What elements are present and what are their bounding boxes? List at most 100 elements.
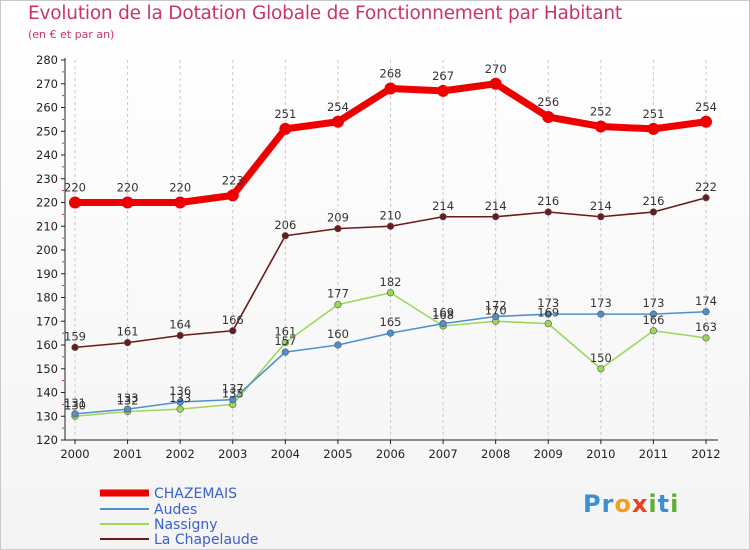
data-point	[437, 84, 450, 97]
data-point	[544, 208, 552, 216]
data-point	[174, 196, 187, 209]
data-label: 252	[590, 105, 612, 119]
series-group	[69, 77, 712, 420]
data-label: 166	[222, 313, 244, 327]
data-point	[71, 343, 79, 351]
x-tick-label: 2005	[323, 447, 352, 461]
data-label: 214	[432, 199, 454, 213]
y-tick-label: 170	[36, 314, 58, 328]
data-point	[334, 341, 342, 349]
x-tick-label: 2001	[113, 447, 142, 461]
data-point	[176, 331, 184, 340]
data-label: 137	[222, 382, 244, 396]
data-label: 214	[485, 199, 507, 213]
data-label: 133	[117, 391, 139, 405]
x-tick-label: 2009	[534, 447, 563, 461]
x-tick-label: 2006	[376, 447, 405, 461]
data-point	[594, 120, 607, 133]
x-tick-label: 2010	[586, 447, 615, 461]
data-label: 157	[274, 334, 296, 348]
x-tick-label: 2002	[166, 447, 195, 461]
y-tick-label: 230	[36, 172, 58, 186]
x-tick-label: 2011	[639, 447, 668, 461]
data-point	[279, 122, 292, 135]
data-label: 214	[590, 199, 612, 213]
y-tick-label: 240	[36, 148, 58, 162]
y-tick-label: 140	[36, 386, 58, 400]
data-point	[71, 410, 79, 418]
data-label: 182	[380, 275, 402, 289]
data-label: 135	[222, 386, 244, 400]
data-label: 166	[642, 313, 664, 327]
data-point	[492, 312, 500, 321]
data-point	[702, 308, 710, 316]
data-point	[384, 82, 397, 95]
data-label: 267	[432, 69, 454, 83]
data-label: 136	[169, 384, 191, 398]
data-label: 206	[274, 218, 296, 232]
data-point	[69, 196, 81, 209]
data-point	[439, 320, 447, 328]
y-tick-label: 190	[36, 267, 58, 281]
data-label: 254	[327, 100, 349, 114]
data-label: 150	[590, 351, 612, 365]
data-point	[544, 310, 552, 318]
data-label: 170	[485, 303, 507, 317]
data-label: 169	[432, 306, 454, 320]
y-axis-ticks: 120 130 140 150 160 170 180 190 200 210 220 230 240 2…	[36, 53, 65, 447]
data-label: 251	[274, 107, 296, 121]
legend-label: CHAZEMAIS	[154, 486, 237, 502]
chart-title: Evolution de la Dotation Globale de Fonc…	[28, 3, 622, 24]
data-label: 159	[64, 329, 86, 343]
data-point	[229, 327, 237, 335]
y-tick-label: 120	[36, 433, 58, 447]
x-tick-label: 2003	[218, 447, 247, 461]
data-point	[334, 301, 342, 309]
data-point	[386, 329, 395, 337]
data-point	[700, 115, 712, 128]
data-label: 130	[64, 398, 86, 412]
x-tick-label: 2012	[691, 447, 720, 461]
data-label: 165	[380, 315, 402, 329]
data-point	[597, 365, 605, 373]
y-tick-label: 280	[36, 53, 58, 67]
y-tick-label: 160	[36, 338, 58, 352]
y-tick-label: 210	[36, 219, 58, 233]
y-tick-label: 130	[36, 409, 58, 423]
data-point	[649, 327, 658, 335]
data-label: 172	[485, 299, 507, 313]
data-point	[229, 396, 237, 404]
data-point	[597, 213, 605, 221]
data-label: 174	[695, 294, 717, 308]
data-point	[121, 196, 134, 209]
data-label: 161	[117, 325, 139, 339]
legend-label: Nassigny	[154, 517, 218, 533]
data-label: 220	[169, 181, 191, 195]
y-tick-label: 250	[36, 124, 58, 138]
data-point	[123, 405, 132, 413]
x-axis-ticks: 2000 2001 2002 2003 2004 2005 2006 2007 2008 2009…	[60, 440, 721, 461]
data-point	[702, 334, 710, 342]
data-label: 160	[327, 327, 349, 341]
data-point	[649, 310, 658, 318]
data-label: 254	[695, 100, 717, 114]
data-label: 169	[537, 306, 559, 320]
legend-label: Audes	[154, 502, 197, 518]
data-point	[176, 405, 184, 413]
data-label: 173	[590, 296, 612, 310]
data-label: 173	[537, 296, 559, 310]
data-point	[439, 213, 447, 221]
data-point	[386, 222, 395, 230]
data-point	[492, 213, 500, 221]
data-label: 220	[64, 181, 86, 195]
y-tick-label: 150	[36, 362, 58, 376]
y-tick-label: 180	[36, 291, 58, 305]
data-label: 132	[117, 394, 139, 408]
y-tick-label: 220	[36, 196, 58, 210]
data-point	[544, 320, 552, 328]
data-label: 256	[537, 95, 559, 109]
data-point	[281, 339, 289, 347]
data-label: 268	[380, 67, 402, 81]
